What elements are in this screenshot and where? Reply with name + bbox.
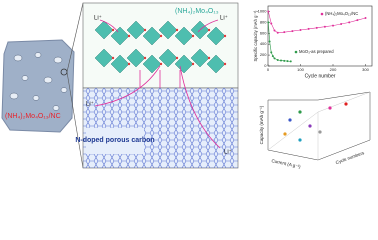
- series-line: [268, 22, 291, 62]
- octahedron: [174, 26, 194, 46]
- material-label: (NH₄)₂Mo₄O₁₃: [175, 8, 219, 15]
- data-point: [299, 29, 302, 31]
- octahedron: [158, 20, 178, 40]
- zoom-line: [66, 71, 84, 169]
- oxygen-atom: [223, 34, 227, 38]
- data-point: [273, 57, 276, 60]
- oxygen-atom: [159, 62, 163, 66]
- octahedron: [142, 26, 162, 46]
- y-tick-label: 0: [264, 63, 267, 68]
- oxygen-atom: [143, 56, 147, 60]
- oxygen-atom: [127, 34, 131, 38]
- data-point: [315, 26, 318, 29]
- sheet-pores: [9, 52, 68, 111]
- data-point: [270, 51, 273, 54]
- data-point: [280, 59, 282, 62]
- crystal-panel: [82, 2, 239, 89]
- oxygen-atom: [111, 28, 115, 32]
- x-tick-label: 300: [362, 67, 369, 72]
- data-point: [340, 23, 343, 25]
- data-point: [289, 60, 292, 63]
- legend-marker: [320, 12, 324, 16]
- oxygen-atom: [207, 56, 211, 60]
- oxygen-atom: [223, 62, 227, 66]
- y-axis-label: Cycle numbers: [335, 150, 366, 165]
- legend-label: MoO₃-as prepared: [299, 49, 334, 54]
- li-paths: [94, 19, 221, 149]
- data-point: [283, 59, 286, 62]
- data-point: [267, 21, 270, 24]
- data-point: [283, 31, 286, 34]
- x-axis-label: Current (A g⁻¹): [271, 158, 302, 169]
- label-backdrop: [86, 128, 144, 154]
- octahedron: [126, 48, 146, 68]
- octahedron: [110, 26, 130, 46]
- zoom-line: [66, 2, 84, 73]
- y-axis-label: Specific capacity (mAh g⁻¹): [253, 10, 258, 61]
- graphical-abstract: (NH₄)₂Mo₄O₁₃/NC (NH₄)₂Mo₄O₁₃ N-doped por…: [1, 2, 373, 169]
- data-point: [364, 17, 367, 19]
- oxygen-atom: [191, 34, 195, 38]
- oxygen-atom: [111, 56, 115, 60]
- y-tick-label: 600: [260, 30, 267, 35]
- y-tick-label: 400: [260, 41, 267, 46]
- data-point: [268, 40, 271, 43]
- octahedron: [110, 54, 130, 74]
- composite-label: (NH₄)₂Mo₄O₁₃/NC: [5, 113, 61, 120]
- octahedron: [94, 20, 114, 40]
- oxygen-atom: [159, 34, 163, 38]
- octahedron: [158, 48, 178, 68]
- crystal-structure: [94, 20, 227, 74]
- li-label: Li⁺: [86, 101, 94, 108]
- x-tick-label: 100: [297, 67, 304, 72]
- oxygen-atom: [191, 62, 195, 66]
- data-point: [276, 31, 279, 34]
- x-axis-label: Cycle number: [305, 73, 336, 79]
- data-point: [307, 27, 310, 30]
- oxygen-atom: [143, 28, 147, 32]
- data-point: [348, 21, 351, 24]
- li-label: Li⁺: [220, 15, 228, 22]
- data-point: [271, 55, 274, 58]
- oxygen-atom: [127, 62, 131, 66]
- oxygen-atom: [207, 28, 211, 32]
- plot-frame: [267, 5, 373, 67]
- data-point: [332, 24, 334, 27]
- x-tick-label: 200: [330, 67, 337, 72]
- legend-label: (NH₄)₂Mo₄O₁₃/NC: [325, 11, 358, 16]
- octahedron: [174, 54, 194, 74]
- rate-chart-3d: [267, 91, 371, 161]
- data-point: [356, 19, 359, 22]
- x-tick-label: 0: [267, 67, 270, 72]
- carbon-label: N-doped porous carbon: [75, 137, 154, 144]
- octahedron: [190, 48, 210, 68]
- oxygen-atom: [175, 56, 179, 60]
- li-label: Li⁺: [94, 15, 102, 22]
- legend-marker: [294, 50, 298, 54]
- data-point: [286, 60, 289, 63]
- y-tick-label: 800: [260, 19, 267, 24]
- octahedron: [206, 54, 226, 74]
- octahedron: [142, 54, 162, 74]
- cycling-chart: 0 200 400 600 800 1000 0 100 200 300 Cycle number S…: [253, 5, 373, 79]
- octahedron: [126, 20, 146, 40]
- li-label: Li⁺: [224, 149, 232, 156]
- data-point: [276, 59, 279, 61]
- y-tick-label: 1000: [258, 9, 268, 14]
- y-tick-label: 200: [260, 52, 267, 57]
- data-point: [273, 29, 276, 32]
- data-point: [270, 22, 273, 25]
- data-point: [291, 30, 294, 33]
- data-point: [323, 25, 326, 28]
- octahedron: [206, 26, 226, 46]
- oxygen-atom: [175, 28, 179, 32]
- data-point: [267, 10, 270, 13]
- z-axis-label: Capacity (mAh g⁻¹): [259, 105, 264, 144]
- octahedron: [94, 48, 114, 68]
